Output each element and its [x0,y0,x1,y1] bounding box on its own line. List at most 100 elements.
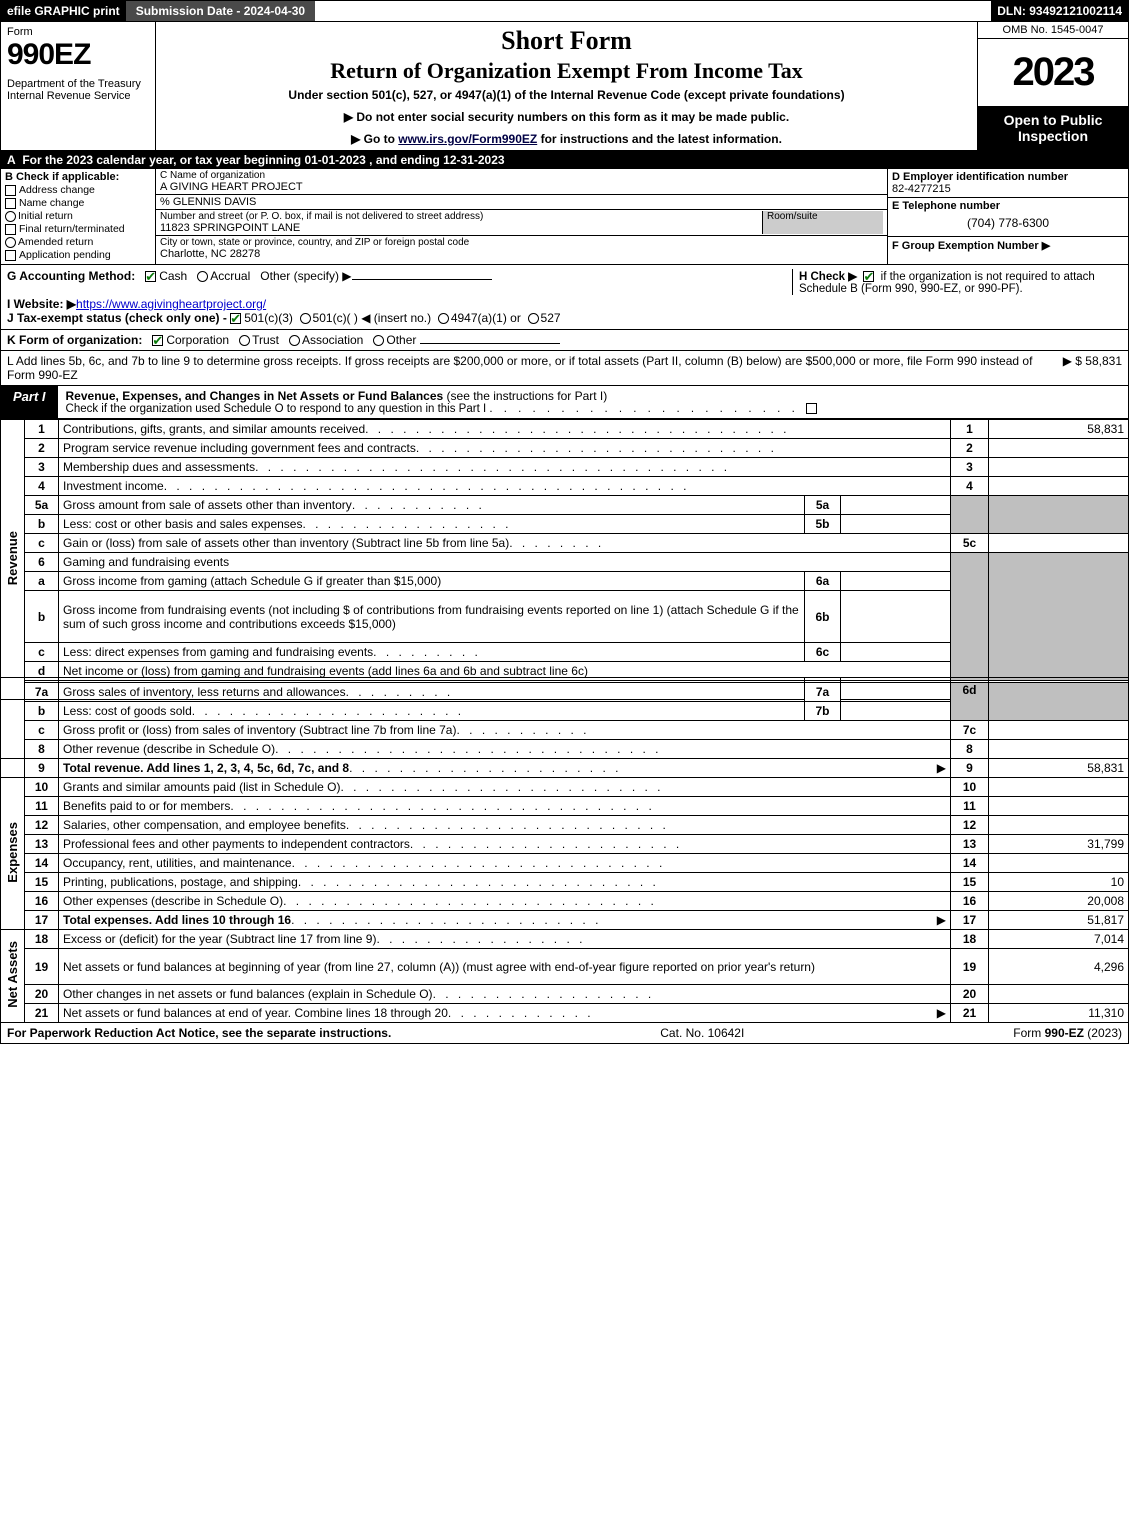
k-other-radio[interactable] [373,335,384,346]
sub-ref: 5a [805,496,841,515]
line-desc: Less: cost or other basis and sales expe… [59,515,805,534]
desc-text: Benefits paid to or for members [63,799,230,813]
h-label: H Check ▶ [799,271,857,283]
ref-num: 10 [951,778,989,797]
amount: 11,310 [989,1004,1129,1023]
amount [989,854,1129,873]
desc-text: Less: direct expenses from gaming and fu… [63,645,373,659]
k-trust: Trust [252,333,279,347]
line-desc: Investment income . . . . . . . . . . . … [59,477,951,496]
k-assoc: Association [302,333,363,347]
sub-ref: 6b [805,591,841,643]
opt-label: Final return/terminated [19,223,125,235]
line-num: b [25,515,59,534]
k-corp-check[interactable] [152,335,163,346]
form-id-block: Form 990EZ Department of the Treasury In… [1,22,156,150]
row-org-name: C Name of organization A GIVING HEART PR… [156,169,887,195]
j-1: 501(c)(3) [244,311,293,325]
gk-block: G Accounting Method: Cash Accrual Other … [0,265,1129,386]
part1-sub-text: Check if the organization used Schedule … [66,403,487,415]
line-num: 4 [25,477,59,496]
desc-text: Occupancy, rent, utilities, and maintena… [63,856,292,870]
foot-center: Cat. No. 10642I [391,1026,1013,1040]
line-desc: Membership dues and assessments . . . . … [59,458,951,477]
opt-name-change[interactable]: Name change [5,197,151,209]
accrual-radio[interactable] [197,271,208,282]
table-row: 5a Gross amount from sale of assets othe… [1,496,1129,515]
desc-text: Other revenue (describe in Schedule O) [63,742,275,756]
ref-num: 14 [951,854,989,873]
opt-address-change[interactable]: Address change [5,184,151,196]
line-num: c [25,643,59,662]
dots: . . . . . . . . . . . . . . . . . . . . … [346,818,946,832]
shade-cell [989,553,1129,681]
part1-checkbox[interactable] [806,403,817,414]
form-label: Form [7,26,149,38]
col-c: C Name of organization A GIVING HEART PR… [156,169,888,264]
table-row: 12 Salaries, other compensation, and emp… [1,816,1129,835]
dots: . . . . . . . . . . . . . . . . . . . . … [283,894,946,908]
side-net-assets: Net Assets [1,930,25,1023]
k-assoc-radio[interactable] [289,335,300,346]
line-num: 9 [25,759,59,778]
col-d: D Employer identification number 82-4277… [888,169,1128,264]
amount [989,534,1129,553]
table-row: 6 Gaming and fundraising events [1,553,1129,572]
arrow-icon: ▶ [937,1006,946,1020]
shade-cell [951,496,989,534]
line-desc: Total expenses. Add lines 10 through 16 … [59,911,951,930]
form-header: Form 990EZ Department of the Treasury In… [0,22,1129,151]
line-num: 6 [25,553,59,572]
dots: . . . . . . . . . . . . [448,1006,937,1020]
j-501c-radio[interactable] [300,313,311,324]
website-link[interactable]: https://www.agivingheartproject.org/ [76,297,266,311]
col-b: B Check if applicable: Address change Na… [1,169,156,264]
cash-checkbox[interactable] [145,271,156,282]
sub-val [841,591,951,643]
form-right-block: OMB No. 1545-0047 2023 Open to Public In… [978,22,1128,150]
opt-initial-return[interactable]: Initial return [5,210,151,222]
line-num: 19 [25,949,59,985]
row-k: K Form of organization: Corporation Trus… [1,329,1128,350]
amount [989,778,1129,797]
table-row: 2 Program service revenue including gove… [1,439,1129,458]
opt-final-return[interactable]: Final return/terminated [5,223,151,235]
line-num: 13 [25,835,59,854]
desc-text: Gross profit or (loss) from sales of inv… [63,723,456,737]
j-4947-radio[interactable] [438,313,449,324]
line-num: 12 [25,816,59,835]
section-a-label: A [7,153,16,167]
line-desc: Total revenue. Add lines 1, 2, 3, 4, 5c,… [59,759,951,778]
row-street: Number and street (or P. O. box, if mail… [156,210,887,236]
j-527-radio[interactable] [528,313,539,324]
k-other-line [420,343,560,344]
street-block: Number and street (or P. O. box, if mail… [160,211,763,234]
irs-link[interactable]: www.irs.gov/Form990EZ [398,132,537,146]
opt-application-pending[interactable]: Application pending [5,249,151,261]
sub-val [841,515,951,534]
side-revenue: Revenue [1,420,25,700]
side-revenue-text: Revenue [5,531,20,585]
k-trust-radio[interactable] [239,335,250,346]
part1-header: Part I Revenue, Expenses, and Changes in… [0,386,1129,419]
org-name: A GIVING HEART PROJECT [160,181,883,193]
row-pct: % GLENNIS DAVIS [156,195,887,210]
dots: . . . . . . . . . . . . . . . . . . . . … [489,403,806,415]
table-row: 16 Other expenses (describe in Schedule … [1,892,1129,911]
ein-val: 82-4277215 [892,183,951,195]
part1-title: Revenue, Expenses, and Changes in Net As… [66,389,444,403]
desc-text: Program service revenue including govern… [63,441,416,455]
j-501c3-check[interactable] [230,313,241,324]
sub-val [841,496,951,515]
omb-number: OMB No. 1545-0047 [978,22,1128,39]
lbl-org-name: C Name of organization [160,170,883,181]
table-row: 11 Benefits paid to or for members . . .… [1,797,1129,816]
opt-amended-return[interactable]: Amended return [5,236,151,248]
desc-text: Investment income [63,479,164,493]
efile-label[interactable]: efile GRAPHIC print [1,1,126,21]
dots: . . . . . . . . . . . . . . . . . . [433,987,946,1001]
h-checkbox[interactable] [863,271,874,282]
section-a: A For the 2023 calendar year, or tax yea… [0,151,1129,169]
k-corp: Corporation [166,333,229,347]
part1-title-block: Revenue, Expenses, and Changes in Net As… [58,386,1128,418]
